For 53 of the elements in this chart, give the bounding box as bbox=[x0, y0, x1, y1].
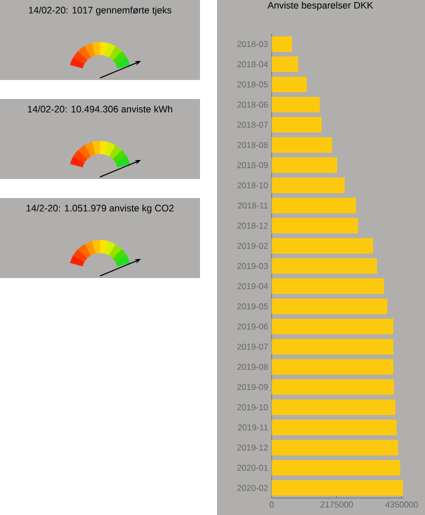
bar bbox=[272, 198, 356, 214]
bar bbox=[272, 440, 398, 456]
y-tick-label: 2018-06 bbox=[237, 102, 268, 108]
bar bbox=[272, 76, 307, 92]
y-tick-label: 2019-03 bbox=[237, 263, 268, 270]
bar bbox=[272, 399, 396, 415]
y-tick-label: 2020-01 bbox=[237, 464, 268, 471]
y-tick-label: 2018-04 bbox=[237, 61, 268, 68]
y-tick-label: 2018-05 bbox=[237, 81, 268, 88]
x-tick-label: 0 bbox=[270, 502, 274, 508]
bar bbox=[272, 96, 320, 112]
bar bbox=[272, 359, 394, 375]
y-tick-label: 2018-07 bbox=[237, 122, 268, 128]
y-tick-label: 2019-10 bbox=[237, 404, 268, 410]
bar bbox=[272, 460, 400, 476]
y-tick-label: 2019-12 bbox=[237, 444, 268, 451]
y-tick-label: 2019-05 bbox=[237, 303, 268, 310]
bar bbox=[272, 258, 377, 274]
y-tick-label: 2020-02 bbox=[237, 484, 268, 491]
bar bbox=[272, 278, 384, 294]
y-tick-label: 2019-11 bbox=[238, 424, 268, 430]
y-tick-label: 2018-09 bbox=[237, 162, 268, 168]
bar bbox=[272, 480, 403, 496]
bar bbox=[272, 318, 394, 334]
bar bbox=[272, 56, 298, 72]
y-tick-label: 2019-09 bbox=[237, 384, 268, 390]
chart-title: Anviste besparelser DKK bbox=[268, 2, 374, 11]
bar bbox=[272, 420, 397, 436]
text: 14/2-20: 1.051.979 anviste kg CO2 bbox=[26, 204, 174, 214]
y-tick-label: 2018-03 bbox=[237, 41, 268, 48]
bar bbox=[272, 218, 358, 234]
y-tick-label: 2018-11 bbox=[238, 202, 268, 208]
y-tick-label: 2019-04 bbox=[237, 283, 268, 290]
y-tick-label: 2019-07 bbox=[237, 344, 268, 350]
text: 14/02-20: 1017 gennemførte tjeks bbox=[28, 6, 172, 16]
bar bbox=[272, 137, 332, 153]
bar bbox=[272, 338, 394, 354]
x-tick-label: 2175000 bbox=[320, 502, 353, 508]
bar bbox=[272, 238, 374, 254]
bar bbox=[272, 117, 322, 133]
bar bbox=[272, 379, 394, 395]
x-tick-label: 4350000 bbox=[385, 502, 418, 508]
bar bbox=[272, 157, 338, 173]
bar bbox=[272, 178, 345, 194]
text: 14/02-20: 10.494.306 anviste kWh bbox=[28, 106, 172, 112]
y-tick-label: 2019-06 bbox=[237, 324, 268, 330]
y-tick-label: 2018-10 bbox=[237, 182, 268, 188]
bar bbox=[272, 298, 388, 314]
y-tick-label: 2019-08 bbox=[237, 364, 268, 370]
bar bbox=[272, 36, 292, 52]
y-tick-label: 2019-02 bbox=[237, 242, 268, 249]
y-tick-label: 2018-08 bbox=[237, 142, 268, 148]
y-tick-label: 2018-12 bbox=[237, 222, 268, 229]
